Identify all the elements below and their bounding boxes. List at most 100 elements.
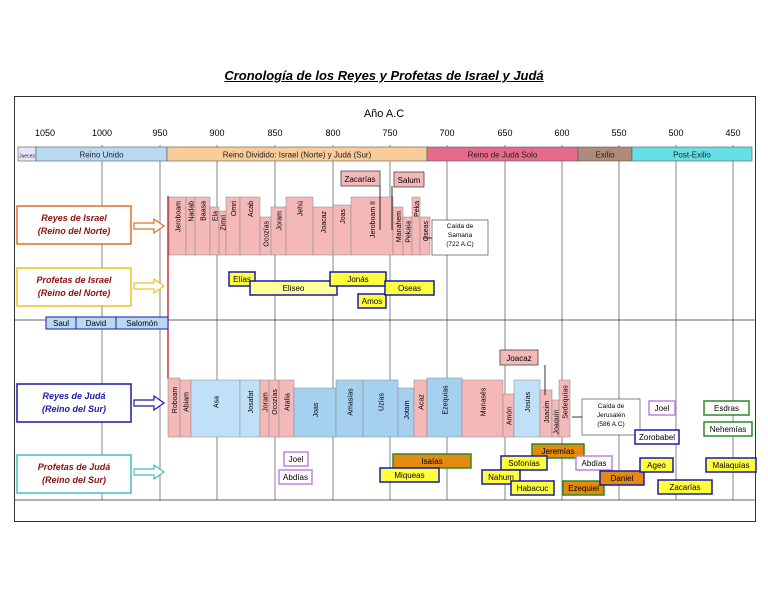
juda-prophet-name: Nahum [488,473,514,482]
juda-king-name: Amasías [348,388,355,416]
juda-prophet-box [599,470,645,486]
juda-prophet-name: Abdías [283,473,308,482]
israel-king-name: Oseas [423,221,430,242]
israel-prophet-box [249,280,338,296]
period-label: Reino Dividido: Israel (Norte) y Judá (S… [223,151,372,160]
tick-label: 1000 [92,128,112,138]
juda-king-name: Josafat [248,391,255,414]
juda-king-box [362,379,399,438]
juda-prophet-box [705,457,757,473]
juda-king-name: Abiam [184,392,191,412]
israel-prophet-box [329,271,387,287]
juda-king-box [293,387,337,438]
israel-king-name: Joas [340,209,347,224]
row-label: Profetas de Judá [38,462,111,472]
period-label: Jueces [19,154,35,160]
israel-king-top-box [340,170,381,187]
israel-king-name: Joram [277,211,284,231]
juda-king-name: Acaz [419,394,426,410]
row-arrow [133,463,166,481]
tick-label: 950 [152,128,167,138]
israel-king-name: Jeroboam II [370,201,377,238]
row-label: (Reino del Norte) [38,288,111,298]
period-label: Post-Exilio [673,151,711,160]
juda-prophet-box [703,421,753,437]
israel-king-box [419,216,431,256]
israel-king-name: Baasa [201,201,208,221]
juda-prophet-name: Zacarías [669,483,700,492]
period-bar [631,146,753,162]
israel-king-top-name: Salum [398,176,421,185]
period-label: Reino de Judá Solo [468,151,538,160]
israel-king-name: Manahem [396,211,403,242]
juda-king-box [190,379,241,438]
israel-prophet-name: Amos [362,297,382,306]
row-arrow [133,394,166,412]
tick-label: 550 [611,128,626,138]
juda-king-name: Joram [263,392,270,412]
israel-king-top-name: Zacarías [344,175,375,184]
juda-king-name: Joaquín [554,409,561,434]
row-label: (Reino del Norte) [38,226,111,236]
axis-title: Año A.C [364,108,404,120]
israel-king-box [285,196,314,256]
juda-king-name: Ocozías [272,389,279,415]
tick-label: 850 [267,128,282,138]
note-text: Caída de [447,223,474,230]
israel-king-name: Jehú [298,201,305,216]
tick-label: 650 [497,128,512,138]
juda-prophet-name: Malaquías [713,461,750,470]
israel-prophet-box [228,271,256,287]
juda-king-name: Sedequías [563,385,570,419]
juda-king-box [513,379,541,438]
juda-king-name: Ezequías [443,385,450,415]
chart-frame [14,96,756,522]
juda-king-box [558,379,571,438]
juda-king-top-name: Joacaz [506,354,531,363]
tick-label: 750 [382,128,397,138]
juda-prophet-name: Isaías [421,457,442,466]
israel-king-name: Nadab [189,201,196,222]
juda-prophet-box [634,429,680,445]
israel-king-name: Peka [414,201,421,217]
juda-prophet-name: Abdías [582,459,607,468]
row-label-box [16,454,132,494]
note-text: Samaria [448,232,473,239]
juda-prophet-name: Habacuc [517,484,549,493]
juda-prophet-name: Nehemías [710,425,746,434]
israel-king-name: Ela [213,211,220,221]
juda-prophet-name: Sofonías [508,459,540,468]
juda-king-box [461,379,504,438]
row-arrow [133,277,166,295]
israel-king-name: Ocozías [264,221,271,247]
israel-king-name: Zimri [221,215,228,231]
juda-prophet-box [379,467,440,483]
juda-prophet-box [500,455,548,471]
israel-prophet-name: Oseas [398,284,421,293]
juda-king-box [335,379,364,438]
juda-king-name: Atalía [285,393,292,411]
juda-king-box [426,377,463,438]
israel-king-name: Joacaz [321,211,328,234]
juda-king-name: Roboam [172,387,179,414]
united-king-box [115,316,169,330]
row-label: Reyes de Judá [42,391,105,401]
israel-prophet-name: Jonás [347,275,368,284]
period-label: Exilio [595,151,615,160]
tick-label: 800 [325,128,340,138]
note-text: (586 A.C) [597,421,624,428]
juda-king-top-box [499,349,539,366]
note-text: (722 A.C) [446,241,473,248]
juda-prophet-name: Joel [655,404,670,413]
juda-prophet-box [648,400,676,416]
row-label-box [16,267,132,307]
israel-prophet-name: Elías [233,275,251,284]
israel-king-top-box [393,171,425,188]
juda-king-name: Amón [507,407,514,425]
juda-prophet-name: Jeremías [542,447,575,456]
juda-prophet-box [562,480,605,496]
israel-king-box [350,196,394,256]
tick-label: 500 [668,128,683,138]
row-label-box [16,383,132,423]
united-king-name: Salomón [126,319,158,328]
